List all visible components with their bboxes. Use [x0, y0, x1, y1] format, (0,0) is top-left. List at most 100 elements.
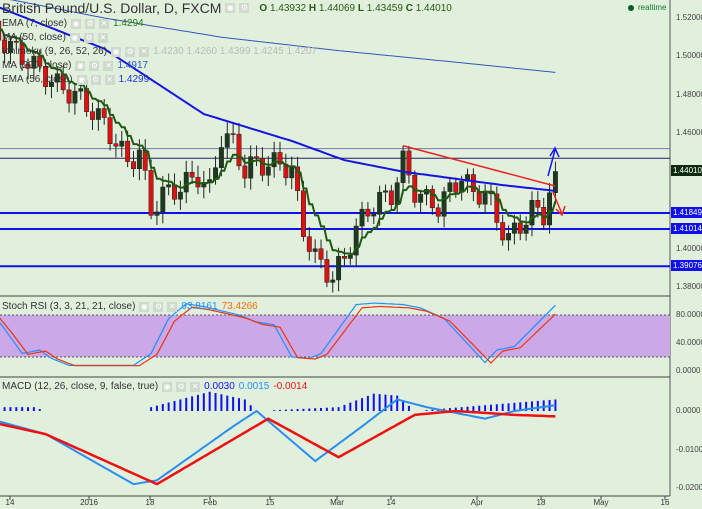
candle-body [400, 150, 406, 183]
close-icon[interactable]: ✕ [167, 301, 178, 312]
gear-icon[interactable]: ⚙ [239, 3, 250, 13]
eye-icon[interactable]: ◉ [162, 381, 173, 392]
eye-icon[interactable]: ◉ [225, 3, 236, 13]
close-icon[interactable]: ✕ [97, 32, 108, 43]
price-tag: 1.41849 [671, 207, 702, 218]
candle-body [148, 170, 154, 216]
candle-body [418, 193, 424, 203]
x-axis-label: 15 [265, 498, 275, 507]
candle-body [13, 40, 19, 43]
candle-body [388, 190, 394, 206]
candle-body [49, 81, 54, 87]
x-axis-label: 16 [660, 498, 670, 507]
x-axis-label: 2016 [80, 498, 98, 507]
candle-body [435, 207, 441, 217]
indicator-value: 1.4230 1.4260 1.4399 1.4245 1.4207 [153, 46, 318, 57]
candle-body [517, 222, 523, 234]
candle-body [142, 149, 148, 171]
x-axis-label: May [593, 498, 609, 507]
stoch-tick: 0.0000 [676, 366, 701, 375]
stoch-band [0, 315, 670, 357]
indicator-label: EMA (56, close) [2, 74, 73, 85]
x-axis-label: Apr [470, 498, 484, 507]
indicator-legend[interactable]: Ichimoku (9, 26, 52, 26) ◉ ⚙ ✕ 1.4230 1.4260… [2, 46, 317, 57]
candle-body [25, 64, 31, 69]
candle-body [324, 259, 330, 283]
gear-icon[interactable]: ⚙ [125, 46, 136, 57]
close-icon[interactable]: ✕ [103, 60, 114, 71]
gear-icon[interactable]: ⚙ [90, 74, 101, 85]
candle-body [511, 222, 517, 234]
candle-body [236, 133, 242, 167]
candle-body [535, 200, 541, 208]
indicator-legend[interactable]: MA (200, close) ◉ ⚙ ✕ 1.4917 [2, 60, 148, 71]
price-tick: 1.52000 [676, 13, 702, 22]
indicator-legend[interactable]: MA (50, close) ◉ ⚙ ✕ [2, 32, 112, 43]
close-icon[interactable]: ✕ [139, 46, 150, 57]
status-dot-icon [628, 4, 634, 11]
eye-icon[interactable]: ◉ [69, 32, 80, 43]
indicator-legend[interactable]: EMA (7, close) ◉ ⚙ ✕ 1.4294 [2, 18, 144, 29]
gear-icon[interactable]: ⚙ [153, 301, 164, 312]
indicator-legend[interactable]: EMA (56, close) ◉ ⚙ ✕ 1.4299 [2, 74, 149, 85]
candle-body [523, 224, 529, 234]
candle-body [2, 39, 8, 53]
macd-legend[interactable]: MACD (12, 26, close, 9, false, true) ◉ ⚙ ✕ 0… [2, 381, 308, 392]
candle-body [183, 172, 189, 193]
candle-body [470, 174, 476, 192]
ma50-line [0, 6, 556, 192]
indicator-label: MA (200, close) [2, 60, 72, 71]
eye-icon[interactable]: ◉ [139, 301, 150, 312]
arrow-down-icon [552, 191, 566, 217]
gear-icon[interactable]: ⚙ [83, 32, 94, 43]
candle-body [312, 248, 318, 252]
eye-icon[interactable]: ◉ [111, 46, 122, 57]
indicator-value: 1.4917 [117, 60, 149, 71]
candle-body [353, 225, 359, 256]
symbol-title[interactable]: British Pound/U.S. Dollar, D, FXCM ◉ ⚙ O … [2, 0, 452, 16]
candle-body [365, 208, 371, 217]
candle-body [306, 236, 312, 252]
ohlc-readout: O 1.43932 H 1.44069 L 1.43459 C 1.44010 [259, 2, 452, 14]
x-axis-label: 18 [145, 498, 155, 507]
gear-icon[interactable]: ⚙ [89, 60, 100, 71]
macd-tick: -0.0100 [676, 444, 702, 454]
candle-body [43, 66, 49, 87]
eye-icon[interactable]: ◉ [71, 18, 82, 29]
stoch-k-line [0, 302, 556, 366]
close-icon[interactable]: ✕ [99, 18, 110, 29]
eye-icon[interactable]: ◉ [75, 60, 86, 71]
candle-body [248, 156, 254, 179]
eye-icon[interactable]: ◉ [76, 74, 87, 85]
candle-body [394, 182, 400, 206]
price-tick: 1.38000 [676, 281, 702, 291]
candle-body [265, 166, 271, 176]
x-axis-label: 18 [536, 498, 546, 507]
gear-icon[interactable]: ⚙ [176, 381, 187, 392]
signal-line [0, 409, 556, 486]
candle-body [295, 166, 301, 192]
candle-body [552, 171, 558, 194]
candle-body [318, 248, 324, 260]
macd-line [0, 398, 556, 486]
candle-body [154, 211, 160, 216]
candle-body [271, 152, 277, 168]
close-icon[interactable]: ✕ [104, 74, 115, 85]
gear-icon[interactable]: ⚙ [85, 18, 96, 29]
candle-body [54, 73, 60, 83]
candle-body [160, 186, 166, 213]
x-axis-label: Mar [330, 498, 344, 507]
candle-body [101, 108, 107, 118]
close-icon[interactable]: ✕ [190, 381, 201, 392]
candle-body [125, 140, 131, 162]
x-axis-label: 14 [5, 498, 15, 507]
candle-body [347, 254, 353, 259]
indicator-label: MA (50, close) [2, 32, 66, 43]
stoch-legend[interactable]: Stoch RSI (3, 3, 21, 21, close) ◉ ⚙ ✕ 93.816… [2, 301, 258, 312]
candle-body [177, 191, 183, 200]
candle-body [131, 161, 136, 170]
price-tick: 1.40000 [676, 243, 702, 253]
candle-body [476, 191, 482, 205]
ema7-line [0, 28, 557, 255]
